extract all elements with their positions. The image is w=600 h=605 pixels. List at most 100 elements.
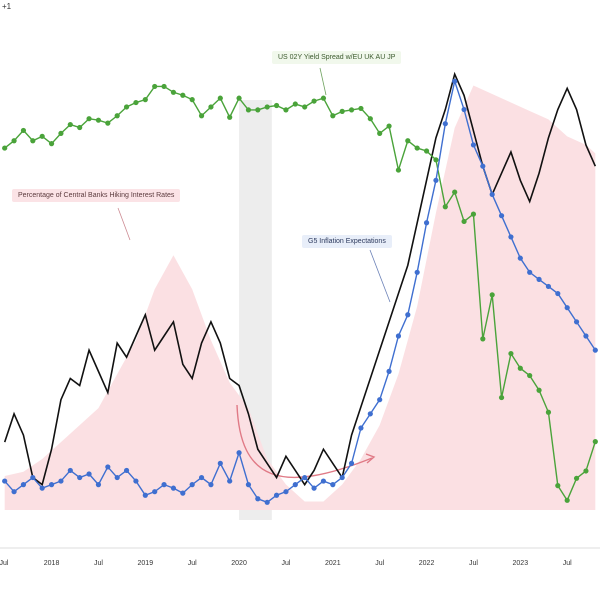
x-tick-label: 2019 [138,560,154,567]
inflation-expectations-point [545,283,552,290]
yield-spread-point [292,101,298,107]
yield-spread-point [236,95,242,101]
yield-spread-point [273,102,280,109]
yield-spread-point [564,497,570,503]
inflation-expectations-point [536,276,542,282]
inflation-expectations-point [433,177,439,183]
yield-spread-point [592,439,598,445]
inflation-expectations-point [508,234,514,240]
inflation-expectations-point [133,478,139,484]
inflation-expectations-point [339,474,345,481]
x-tick-label: 2020 [231,560,247,567]
inflation-expectations-point [67,467,73,474]
hiking-area-layer [4,85,596,511]
yield-spread-point [152,83,158,90]
inflation-expectations-point [414,269,420,275]
hiking-area [4,85,596,511]
yield-spread-point [20,127,27,134]
yield-spread-point [330,113,336,119]
inflation-expectations-point [348,460,355,466]
inflation-expectations-point [105,464,111,470]
inflation-expectations-point [442,121,448,127]
inflation-expectations-point [180,490,186,496]
rebound-arrow-head [365,453,376,464]
yield-spread-label: US 02Y Yield Spread w/EU UK AU JP [272,51,402,64]
yield-spread-point [11,138,17,144]
inflation-expectations-point [377,397,383,403]
yield-spread-point [386,123,392,129]
inflation-expectations-point [498,213,505,219]
black-line-layer [3,71,597,487]
yield-spread-point [311,98,317,104]
yield-spread-point [30,138,36,144]
inflation-expectations-point [142,492,148,498]
yield-spread-point [180,92,186,98]
yield-spread-point [358,105,364,112]
inflation-expectations-point [311,485,317,491]
inflation-expectations-point [2,478,8,484]
inflation-expectations-point [39,485,45,491]
yield-spread-point [48,141,55,147]
x-tick-label: 2022 [419,560,435,567]
yield-spread-point [227,114,233,120]
inflation-expectations-label: G5 Inflation Expectations [302,235,392,248]
yield-spread-point [2,145,8,151]
inflation-expectations-point [58,478,64,484]
inflation-expectations-point [583,333,589,339]
yield-spread-point [189,97,195,103]
yield-spread-point [545,409,552,415]
black-series-line [3,71,597,487]
x-tick-label: Jul [563,560,572,567]
yield-spread-point [395,167,402,173]
inflation-expectations-point [86,471,92,477]
x-tick-label: 2021 [325,560,341,567]
inflation-expectations-point [386,368,392,374]
inflation-expectations-point [227,478,233,484]
yield-spread-point [536,387,542,393]
inflation-expectations-point [395,333,402,339]
yield-spread-point [77,124,83,131]
yield-spread-point [39,133,45,139]
inflation-expectations-point [114,474,120,481]
yield-spread-point [142,97,148,103]
inflation-expectations-line [4,78,596,504]
inflation-expectations-point [452,78,458,84]
yield-spread-point [58,130,64,136]
inflation-expectations-point [217,460,223,466]
yield-spread-point [452,189,458,195]
x-tick-label: Jul [469,560,478,567]
yield-spread-point [348,107,355,113]
hiking-label-pointer [117,207,131,241]
inflation-expectations-point [198,474,205,481]
x-axis-layer: Jul 2018 Jul 2019 Jul 2020 Jul 2021 Jul 2022 Jul 20… [0,547,600,567]
inflation-expectations-point [273,492,280,498]
yield-spread-point [367,116,373,122]
inflation-expectations-point [208,482,214,488]
yield-spread-point [414,145,420,151]
x-tick-label: Jul [0,560,9,567]
inflation-expectations-point [189,482,195,488]
x-tick-label: Jul [94,560,103,567]
yield-spread-point [433,157,439,163]
yield-spread-point [339,108,345,114]
yield-spread-point [555,483,561,489]
yield-label-pointer [319,67,327,96]
inflation-expectations-point [170,485,177,491]
inflation-expectations-point [564,305,570,311]
x-tick-label: Jul [281,560,290,567]
inflation-expectations-point [152,489,158,495]
yield-spread-layer [2,83,598,503]
yield-spread-point [123,104,130,110]
yield-spread-point [217,95,223,101]
inflation-expectations-point [555,290,561,297]
inflation-expectations-point [517,255,523,261]
yield-spread-point [198,113,205,119]
yield-spread-point [302,104,308,110]
inflation-expectations-point [527,269,533,275]
yield-spread-point [573,475,580,481]
yield-spread-point [105,120,111,126]
inflation-expectations-point [30,474,36,481]
yield-spread-point [264,104,270,110]
yield-spread-point [86,116,92,122]
